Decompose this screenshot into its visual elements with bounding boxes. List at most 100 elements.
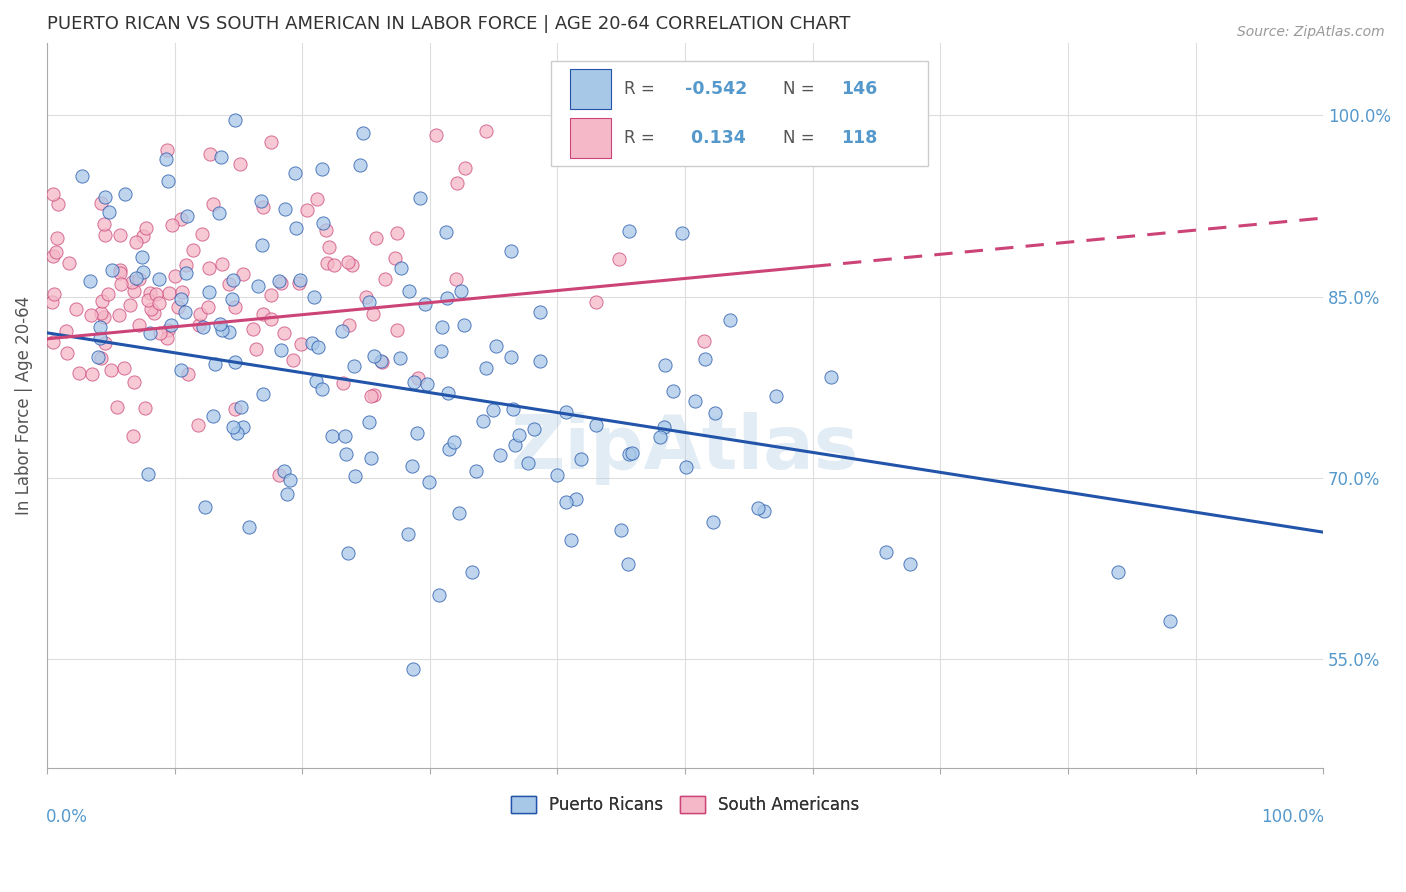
- Point: [112, 360, 135, 375]
- Point: [340, 258, 363, 272]
- Point: [70, 169, 93, 183]
- Point: [139, 301, 162, 316]
- Point: [170, 292, 193, 306]
- Point: [418, 475, 440, 489]
- Point: [132, 265, 155, 279]
- Point: [90, 351, 112, 366]
- Point: [363, 387, 385, 401]
- Point: [67, 366, 90, 380]
- Text: -0.542: -0.542: [685, 80, 747, 98]
- Point: [270, 343, 292, 357]
- Text: N =: N =: [783, 80, 820, 98]
- Point: [652, 419, 675, 434]
- Point: [87, 351, 110, 365]
- Point: [42, 186, 65, 201]
- Point: [343, 469, 366, 483]
- Point: [318, 239, 340, 253]
- Point: [260, 312, 283, 326]
- Point: [122, 376, 145, 390]
- Point: [108, 266, 131, 280]
- Point: [131, 250, 153, 264]
- Point: [349, 158, 371, 172]
- Point: [474, 123, 496, 137]
- Point: [79, 274, 101, 288]
- Point: [65, 301, 87, 316]
- Point: [136, 467, 159, 481]
- Point: [307, 340, 329, 354]
- Point: [114, 186, 136, 201]
- Point: [222, 273, 245, 287]
- Point: [425, 128, 447, 142]
- Point: [190, 307, 212, 321]
- Point: [371, 355, 394, 369]
- Point: [312, 216, 335, 230]
- Point: [46, 230, 69, 244]
- Point: [260, 288, 283, 302]
- Point: [621, 446, 644, 460]
- Point: [42, 286, 65, 301]
- Point: [288, 272, 311, 286]
- Point: [765, 389, 787, 403]
- FancyBboxPatch shape: [571, 69, 612, 110]
- Point: [332, 376, 354, 391]
- Point: [388, 351, 411, 366]
- Point: [191, 227, 214, 242]
- Point: [321, 429, 343, 443]
- Point: [330, 325, 353, 339]
- Point: [55, 324, 77, 338]
- Point: [354, 290, 377, 304]
- Point: [93, 335, 115, 350]
- Point: [617, 447, 640, 461]
- Point: [93, 217, 115, 231]
- Point: [273, 326, 295, 341]
- Point: [436, 385, 458, 400]
- Point: [89, 319, 111, 334]
- Point: [683, 394, 706, 409]
- Point: [224, 113, 246, 128]
- Point: [197, 300, 219, 314]
- Point: [436, 291, 458, 305]
- Text: R =: R =: [624, 129, 659, 147]
- Point: [165, 268, 187, 283]
- Point: [107, 308, 129, 322]
- Point: [273, 464, 295, 478]
- Point: [193, 500, 215, 514]
- Point: [898, 557, 921, 571]
- Point: [105, 400, 128, 414]
- Point: [89, 331, 111, 345]
- Point: [148, 296, 170, 310]
- Point: [188, 318, 211, 332]
- Point: [430, 320, 453, 334]
- Point: [555, 495, 578, 509]
- Point: [191, 320, 214, 334]
- Point: [444, 272, 467, 286]
- Point: [343, 359, 366, 373]
- Point: [198, 260, 221, 275]
- Point: [357, 416, 380, 430]
- Text: 118: 118: [841, 129, 877, 147]
- Point: [167, 300, 190, 314]
- Text: Source: ZipAtlas.com: Source: ZipAtlas.com: [1237, 25, 1385, 39]
- Text: 0.0%: 0.0%: [45, 807, 87, 826]
- Point: [675, 460, 697, 475]
- Point: [170, 363, 193, 377]
- Text: R =: R =: [624, 80, 659, 98]
- Point: [204, 357, 226, 371]
- Point: [360, 451, 382, 466]
- Point: [145, 287, 167, 301]
- Point: [617, 224, 640, 238]
- Point: [363, 349, 385, 363]
- Point: [229, 157, 252, 171]
- Point: [174, 305, 197, 319]
- Point: [361, 307, 384, 321]
- Point: [485, 339, 508, 353]
- Point: [693, 334, 716, 349]
- Legend: Puerto Ricans, South Americans: Puerto Ricans, South Americans: [503, 789, 866, 821]
- Point: [221, 420, 243, 434]
- Text: PUERTO RICAN VS SOUTH AMERICAN IN LABOR FORCE | AGE 20-64 CORRELATION CHART: PUERTO RICAN VS SOUTH AMERICAN IN LABOR …: [46, 15, 851, 33]
- Point: [142, 305, 165, 319]
- Point: [337, 318, 360, 333]
- Point: [270, 277, 292, 291]
- Point: [322, 258, 344, 272]
- Point: [454, 161, 477, 175]
